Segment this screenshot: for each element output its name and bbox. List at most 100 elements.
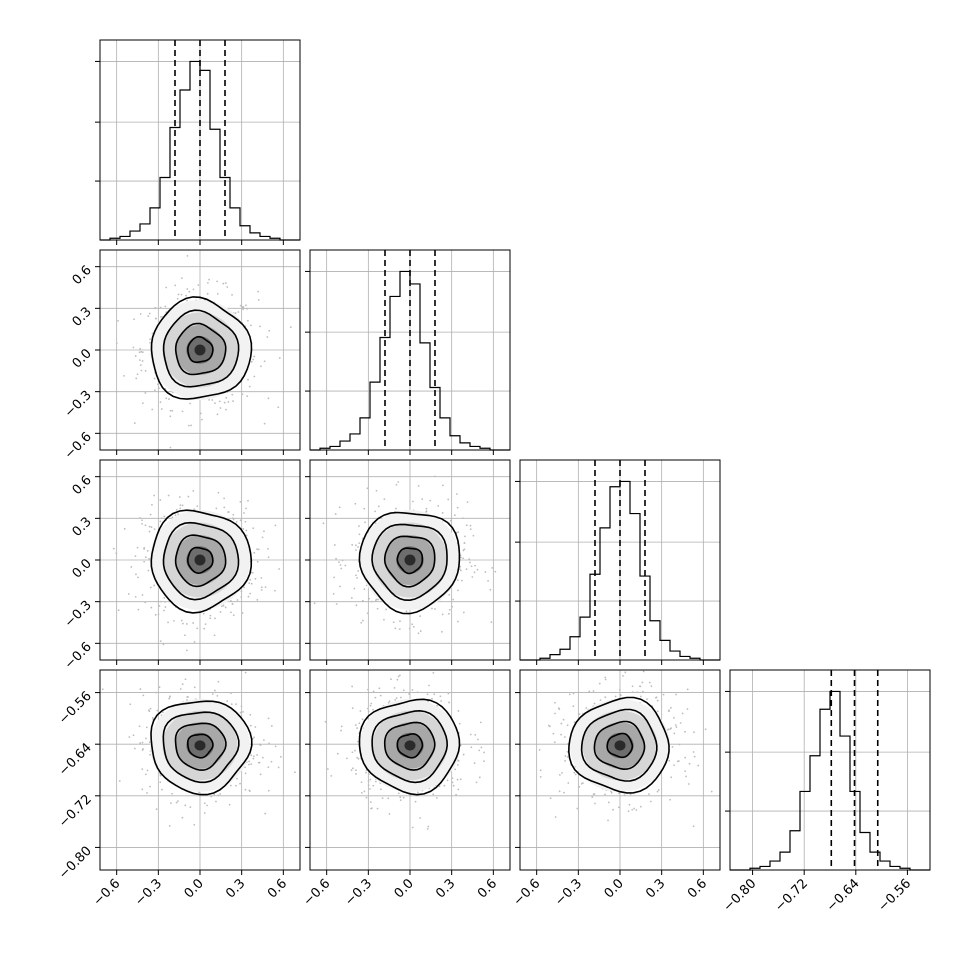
sample-point xyxy=(155,691,158,694)
x-tick-label: −0.3 xyxy=(132,876,165,909)
sample-point xyxy=(377,505,380,508)
sample-point xyxy=(675,726,678,728)
sample-point xyxy=(388,813,391,815)
sample-point xyxy=(704,728,707,731)
sample-point xyxy=(219,407,222,409)
sample-point xyxy=(618,688,621,691)
sample-point xyxy=(277,406,280,409)
sample-point xyxy=(419,817,422,819)
sample-point xyxy=(448,593,451,596)
sample-point xyxy=(148,530,151,533)
sample-point xyxy=(163,596,166,599)
sample-point xyxy=(372,708,374,711)
sample-point xyxy=(185,649,188,652)
sample-point xyxy=(263,422,266,425)
sample-point xyxy=(357,546,359,548)
sample-point xyxy=(151,408,154,411)
sample-point xyxy=(462,557,464,560)
sample-point xyxy=(417,632,420,635)
sample-point xyxy=(267,717,270,720)
sample-point xyxy=(457,589,459,592)
sample-point xyxy=(593,702,596,705)
sample-point xyxy=(153,307,156,310)
sample-point xyxy=(443,784,446,787)
sample-point xyxy=(395,507,397,510)
sample-point xyxy=(313,602,316,605)
density-fill xyxy=(404,740,416,751)
sample-point xyxy=(433,608,436,610)
sample-point xyxy=(139,313,142,315)
sample-point xyxy=(469,561,471,564)
sample-point xyxy=(260,577,263,579)
sample-point xyxy=(451,781,454,784)
sample-point xyxy=(474,564,477,567)
sample-point xyxy=(472,534,475,537)
sample-point xyxy=(186,299,188,302)
sample-point xyxy=(230,600,232,602)
sample-point xyxy=(604,696,607,699)
sample-point xyxy=(395,483,398,486)
sample-point xyxy=(462,611,465,614)
sample-point xyxy=(684,770,686,773)
sample-point xyxy=(278,568,280,570)
sample-point xyxy=(376,607,379,610)
sample-point xyxy=(137,576,139,579)
sample-point xyxy=(186,288,189,290)
sample-point xyxy=(177,293,180,296)
sample-point xyxy=(357,740,359,743)
sample-point xyxy=(144,392,147,394)
sample-point xyxy=(148,312,151,315)
sample-point xyxy=(117,609,120,612)
sample-point xyxy=(412,625,415,628)
sample-point xyxy=(156,383,159,386)
sample-point xyxy=(618,792,620,795)
sample-point xyxy=(554,816,557,818)
sample-point xyxy=(230,703,233,706)
sample-point xyxy=(344,564,347,567)
sample-point xyxy=(144,556,147,559)
sample-point xyxy=(215,800,217,803)
sample-point xyxy=(357,757,360,760)
sample-point xyxy=(479,721,482,724)
sample-point xyxy=(385,608,388,611)
sample-point xyxy=(452,784,455,787)
contour-line xyxy=(187,733,214,759)
sample-point xyxy=(260,365,262,368)
sample-point xyxy=(279,755,282,758)
sample-point xyxy=(367,784,370,787)
contour-line xyxy=(567,696,670,794)
sample-point xyxy=(322,522,325,525)
sample-point xyxy=(150,526,153,528)
contour-line xyxy=(606,732,634,759)
sample-point xyxy=(470,565,473,568)
sample-point xyxy=(465,568,468,571)
panel-frame xyxy=(519,669,721,871)
sample-point xyxy=(159,499,162,501)
sample-point xyxy=(250,360,253,363)
scatter-cloud xyxy=(101,671,296,827)
sample-point xyxy=(237,311,240,313)
sample-point xyxy=(480,746,483,749)
sample-point xyxy=(218,400,221,403)
sample-point xyxy=(693,755,696,758)
sample-point xyxy=(235,520,238,523)
sample-point xyxy=(369,704,372,707)
sample-point xyxy=(247,378,249,381)
sample-point xyxy=(146,769,149,772)
sample-point xyxy=(459,556,462,559)
sample-point xyxy=(484,571,487,573)
sample-point xyxy=(627,810,630,813)
sample-point xyxy=(160,600,162,603)
sample-point xyxy=(631,685,634,688)
sample-point xyxy=(153,584,156,587)
sample-point xyxy=(170,802,172,805)
sample-point xyxy=(158,605,161,607)
sample-point xyxy=(243,512,245,514)
sample-point xyxy=(259,325,261,328)
contour-line xyxy=(162,309,240,388)
sample-point xyxy=(147,315,150,318)
sample-point xyxy=(192,622,195,624)
sample-point xyxy=(217,680,220,683)
sample-point xyxy=(374,696,377,699)
sample-point xyxy=(351,707,354,710)
